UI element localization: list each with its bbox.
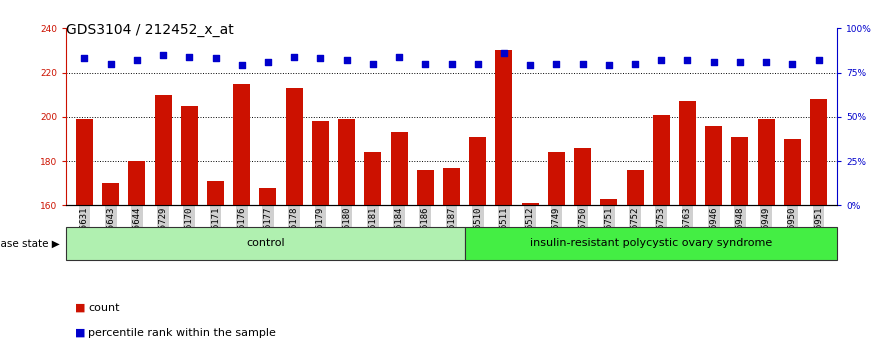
Text: ■: ■ bbox=[75, 328, 85, 338]
Point bbox=[759, 59, 774, 65]
Point bbox=[523, 63, 537, 68]
Bar bbox=[600, 199, 618, 205]
Bar bbox=[548, 152, 565, 205]
Point bbox=[182, 54, 196, 59]
Point bbox=[234, 63, 248, 68]
Point bbox=[550, 61, 564, 67]
Point bbox=[470, 61, 485, 67]
Point bbox=[339, 57, 353, 63]
Bar bbox=[495, 51, 513, 205]
Bar bbox=[259, 188, 277, 205]
Bar bbox=[207, 181, 224, 205]
Bar bbox=[705, 126, 722, 205]
Point bbox=[287, 54, 301, 59]
Bar bbox=[758, 119, 774, 205]
Text: ■: ■ bbox=[75, 303, 85, 313]
Point bbox=[575, 61, 589, 67]
Bar bbox=[574, 148, 591, 205]
Bar bbox=[417, 170, 433, 205]
Bar bbox=[102, 183, 119, 205]
Bar bbox=[365, 152, 381, 205]
Point bbox=[655, 57, 669, 63]
Point bbox=[733, 59, 747, 65]
Point bbox=[444, 61, 458, 67]
Point bbox=[392, 54, 406, 59]
Bar bbox=[470, 137, 486, 205]
Text: control: control bbox=[246, 238, 285, 249]
Point bbox=[104, 61, 118, 67]
Bar bbox=[338, 119, 355, 205]
Bar bbox=[443, 168, 460, 205]
Point bbox=[261, 59, 275, 65]
Point bbox=[156, 52, 170, 58]
Bar bbox=[285, 88, 303, 205]
Bar bbox=[731, 137, 749, 205]
Bar bbox=[653, 115, 670, 205]
Text: insulin-resistant polycystic ovary syndrome: insulin-resistant polycystic ovary syndr… bbox=[529, 238, 772, 249]
Point bbox=[497, 50, 511, 56]
Point bbox=[418, 61, 433, 67]
Point bbox=[811, 57, 825, 63]
Bar bbox=[390, 132, 408, 205]
Bar bbox=[626, 170, 644, 205]
Point bbox=[209, 56, 223, 61]
Point bbox=[314, 56, 328, 61]
Bar bbox=[76, 119, 93, 205]
Bar bbox=[154, 95, 172, 205]
Point bbox=[366, 61, 380, 67]
Bar bbox=[233, 84, 250, 205]
Bar bbox=[129, 161, 145, 205]
Bar bbox=[784, 139, 801, 205]
Point bbox=[707, 59, 721, 65]
Point bbox=[602, 63, 616, 68]
Point bbox=[78, 56, 92, 61]
Point bbox=[680, 57, 694, 63]
Bar bbox=[522, 203, 538, 205]
Point bbox=[785, 61, 799, 67]
Point bbox=[130, 57, 144, 63]
Bar bbox=[465, 227, 837, 260]
Bar bbox=[679, 101, 696, 205]
Point bbox=[628, 61, 642, 67]
Text: disease state ▶: disease state ▶ bbox=[0, 238, 60, 249]
Bar bbox=[810, 99, 827, 205]
Text: GDS3104 / 212452_x_at: GDS3104 / 212452_x_at bbox=[66, 23, 233, 37]
Bar bbox=[66, 227, 465, 260]
Bar bbox=[312, 121, 329, 205]
Text: count: count bbox=[88, 303, 120, 313]
Bar bbox=[181, 106, 198, 205]
Text: percentile rank within the sample: percentile rank within the sample bbox=[88, 328, 276, 338]
